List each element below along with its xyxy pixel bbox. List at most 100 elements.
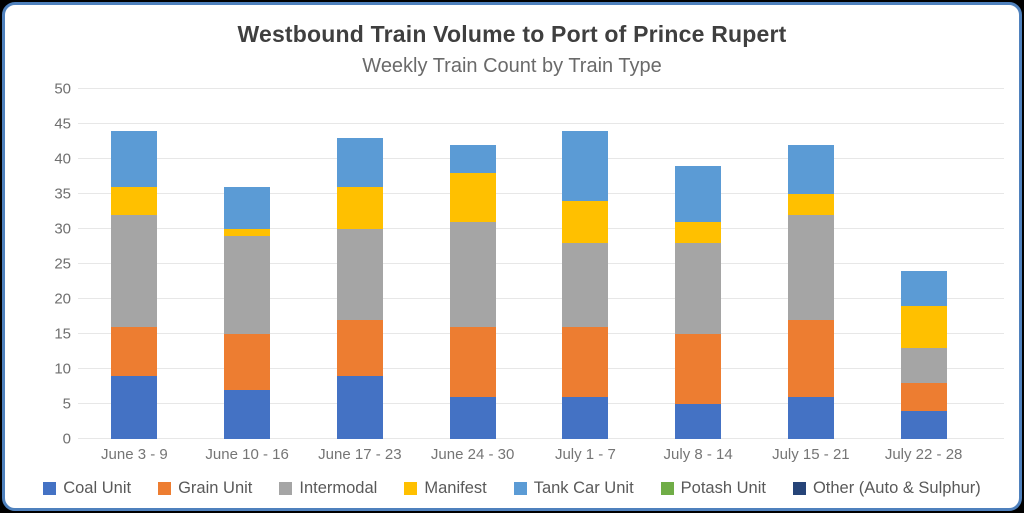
gridline <box>78 88 1004 89</box>
legend-item: Coal Unit <box>43 479 131 498</box>
legend-swatch-icon <box>792 482 806 495</box>
x-category-label: July 22 - 28 <box>884 446 963 463</box>
bar-slot <box>416 89 529 439</box>
legend-label: Potash Unit <box>680 479 766 497</box>
bar-segment <box>562 131 609 201</box>
bar-segment <box>675 404 722 439</box>
bars-container <box>78 89 980 439</box>
gridline <box>78 368 1004 369</box>
plot-area <box>78 88 1004 439</box>
legend-swatch-icon <box>660 482 674 495</box>
bar-segment <box>224 229 271 236</box>
legend-item: Potash Unit <box>660 479 766 498</box>
bar-segment <box>224 236 271 334</box>
stacked-bar <box>900 271 947 439</box>
bar-segment <box>336 376 383 439</box>
stacked-bar <box>224 187 271 439</box>
stacked-bar <box>111 131 158 439</box>
legend-item: Tank Car Unit <box>513 479 634 498</box>
y-tick-label: 40 <box>54 150 71 168</box>
stacked-bar <box>787 145 834 439</box>
bar-segment <box>111 376 158 439</box>
bar-segment <box>111 187 158 215</box>
legend-item: Manifest <box>404 479 487 498</box>
bar-segment <box>900 411 947 439</box>
bar-slot <box>304 89 417 439</box>
bar-segment <box>900 348 947 383</box>
bar-segment <box>562 327 609 397</box>
stacked-bar <box>336 138 383 439</box>
legend-item: Intermodal <box>279 479 377 498</box>
legend-label: Manifest <box>424 479 487 497</box>
legend-label: Grain Unit <box>178 479 253 497</box>
legend-swatch-icon <box>43 482 57 495</box>
x-category-label: June 3 - 9 <box>101 446 168 463</box>
y-tick-label: 20 <box>54 290 71 308</box>
legend-swatch-icon <box>279 482 293 495</box>
bar-segment <box>111 215 158 327</box>
y-tick-label: 5 <box>62 395 71 413</box>
bar-segment <box>562 397 609 439</box>
gridline <box>78 333 1004 334</box>
bar-segment <box>224 390 271 439</box>
bar-segment <box>675 222 722 243</box>
x-axis: June 3 - 9 June 10 - 16 June 17 - 23 June 2… <box>78 446 980 463</box>
y-axis: 0 5 10 15 20 25 30 35 40 45 50 <box>33 81 71 448</box>
x-category-label: June 24 - 30 <box>430 446 515 463</box>
x-category-label: July 1 - 7 <box>554 446 616 463</box>
bar-segment <box>111 327 158 376</box>
gridline <box>78 298 1004 299</box>
bar-segment <box>449 397 496 439</box>
bar-segment <box>900 306 947 348</box>
legend-label: Tank Car Unit <box>533 479 634 497</box>
legend: Coal Unit Grain Unit Intermodal Manifest Tan… <box>5 479 1019 498</box>
bar-slot <box>191 89 304 439</box>
gridline <box>78 263 1004 264</box>
bar-segment <box>675 166 722 222</box>
bar-segment <box>562 201 609 243</box>
bar-segment <box>224 187 271 229</box>
bar-slot <box>78 89 191 439</box>
legend-swatch-icon <box>404 482 418 495</box>
x-category-label: July 15 - 21 <box>772 446 850 463</box>
legend-label: Other (Auto & Sulphur) <box>812 479 981 497</box>
bar-segment <box>224 334 271 390</box>
y-tick-label: 35 <box>54 185 71 203</box>
legend-item: Grain Unit <box>158 479 252 498</box>
bar-segment <box>787 145 834 194</box>
bar-segment <box>787 215 834 320</box>
bar-segment <box>675 334 722 404</box>
x-category-label: June 17 - 23 <box>318 446 402 463</box>
y-tick-label: 15 <box>54 325 71 343</box>
bar-segment <box>449 327 496 397</box>
bar-segment <box>787 397 834 439</box>
x-category-label: July 8 - 14 <box>663 446 733 463</box>
y-tick-label: 30 <box>54 220 71 238</box>
bar-segment <box>787 194 834 215</box>
bar-slot <box>529 89 642 439</box>
gridline <box>78 158 1004 159</box>
legend-swatch-icon <box>513 482 527 495</box>
bar-slot <box>867 89 980 439</box>
bar-segment <box>787 320 834 397</box>
bar-segment <box>336 187 383 229</box>
chart-subtitle: Weekly Train Count by Train Type <box>362 55 662 77</box>
y-tick-label: 45 <box>54 115 71 133</box>
bar-segment <box>336 229 383 320</box>
y-tick-label: 50 <box>54 80 71 98</box>
bar-segment <box>336 138 383 187</box>
gridline <box>78 123 1004 124</box>
bar-segment <box>675 243 722 334</box>
gridline <box>78 193 1004 194</box>
stacked-bar <box>449 145 496 439</box>
bar-slot <box>642 89 755 439</box>
bar-segment <box>449 145 496 173</box>
gridline <box>78 228 1004 229</box>
y-tick-label: 0 <box>62 430 71 448</box>
bar-segment <box>336 320 383 376</box>
bar-segment <box>900 271 947 306</box>
bar-segment <box>900 383 947 411</box>
legend-label: Intermodal <box>299 479 378 497</box>
x-category-label: June 10 - 16 <box>205 446 289 463</box>
